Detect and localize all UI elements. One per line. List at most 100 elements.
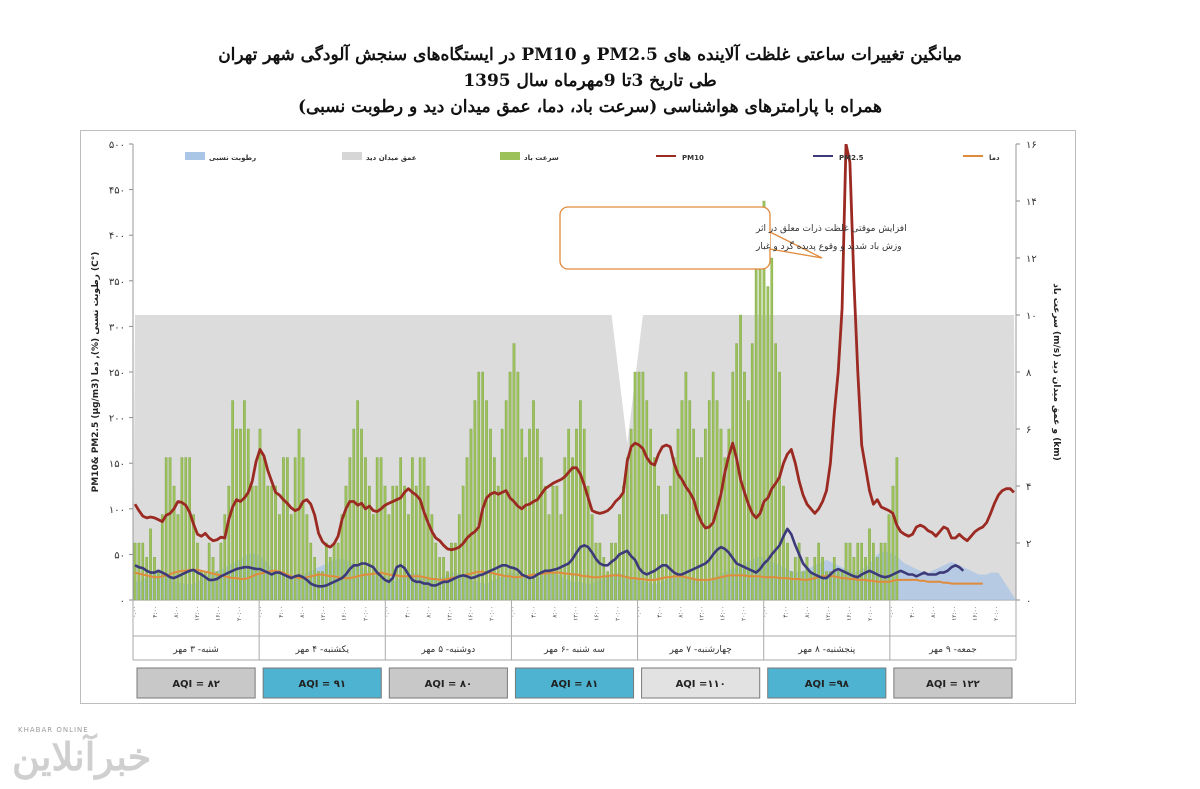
wind-speed-bar bbox=[883, 542, 887, 601]
wind-speed-bar bbox=[223, 514, 227, 601]
left-axis-tick-label: ۰ bbox=[120, 596, 125, 607]
wind-speed-bar bbox=[262, 457, 266, 601]
wind-speed-bar bbox=[375, 457, 379, 601]
wind-speed-bar bbox=[258, 428, 262, 601]
wind-speed-bar bbox=[543, 485, 547, 601]
day-label: دوشنبه- ۵ مهر bbox=[420, 645, 475, 655]
left-axis-tick-label: ۳۵۰ bbox=[109, 277, 125, 288]
hour-tick-label: ۱۲:۰۰ bbox=[320, 606, 327, 621]
wind-speed-bar bbox=[692, 428, 695, 601]
wind-speed-bar bbox=[399, 457, 402, 601]
wind-speed-bar bbox=[469, 428, 473, 601]
wind-speed-bar bbox=[387, 514, 391, 601]
hour-tick-label: ۰:۰۰ bbox=[257, 606, 264, 618]
aqi-label: AQI = ۸۰ bbox=[425, 679, 473, 690]
wind-speed-bar bbox=[219, 542, 223, 601]
aqi-box bbox=[893, 667, 1013, 699]
hour-tick-label: ۱۲:۰۰ bbox=[699, 606, 706, 621]
right-axis-tick-label: ۱۲ bbox=[1026, 254, 1037, 265]
wind-speed-bar bbox=[528, 428, 531, 601]
aqi-label: AQI = ۸۱ bbox=[551, 679, 599, 690]
wind-speed-bar bbox=[328, 557, 332, 601]
wind-speed-bar bbox=[547, 514, 551, 601]
wind-speed-bar bbox=[879, 542, 883, 601]
hour-tick-label: ۲۰:۰۰ bbox=[362, 606, 369, 621]
day-label: جمعه- ۹ مهر bbox=[928, 645, 977, 655]
wind-speed-bar bbox=[371, 514, 375, 601]
wind-speed-bar bbox=[145, 557, 148, 601]
right-axis-tick-label: ۶ bbox=[1026, 425, 1031, 436]
hour-tick-label: ۴:۰۰ bbox=[404, 606, 411, 618]
hour-tick-label: ۴:۰۰ bbox=[657, 606, 664, 618]
wind-speed-bar bbox=[192, 514, 195, 601]
wind-speed-bar bbox=[848, 542, 852, 601]
hour-tick-label: ۱۶:۰۰ bbox=[341, 606, 348, 621]
watermark-logo: KHABAR ONLINE خبرآنلاین bbox=[8, 726, 151, 782]
hour-tick-label: ۴:۰۰ bbox=[531, 606, 538, 618]
hour-tick-label: ۱۶:۰۰ bbox=[720, 606, 727, 621]
wind-speed-bar bbox=[579, 400, 582, 601]
wind-speed-bar bbox=[707, 400, 711, 601]
wind-speed-bar bbox=[770, 257, 774, 601]
wind-speed-bar bbox=[727, 428, 731, 601]
wind-speed-bar bbox=[590, 514, 594, 601]
wind-speed-bar bbox=[610, 542, 613, 601]
wind-speed-bar bbox=[434, 542, 438, 601]
aqi-label: AQI = ۸۲ bbox=[172, 679, 220, 690]
wind-speed-bar bbox=[653, 457, 656, 601]
wind-speed-bar bbox=[282, 457, 285, 601]
wind-speed-bar bbox=[239, 428, 242, 601]
annotation-text-line-1: افزایش موقتی غلظت ذرات معلق در اثر bbox=[755, 224, 907, 234]
wind-speed-bar bbox=[160, 514, 164, 601]
wind-speed-bar bbox=[875, 557, 879, 601]
wind-speed-bar bbox=[629, 428, 633, 601]
wind-speed-bar bbox=[336, 542, 340, 601]
left-axis-tick-label: ۵۰ bbox=[114, 550, 125, 561]
wind-speed-bar bbox=[352, 428, 356, 601]
wind-speed-bar bbox=[450, 542, 453, 601]
wind-speed-bar bbox=[215, 571, 219, 601]
legend-label: PM2.5 bbox=[839, 154, 864, 162]
hour-tick-label: ۲۰:۰۰ bbox=[488, 606, 495, 621]
wind-speed-bar bbox=[172, 485, 176, 601]
legend-swatch-wind bbox=[500, 152, 520, 160]
wind-speed-bar bbox=[797, 542, 801, 601]
hour-tick-label: ۲۰:۰۰ bbox=[236, 606, 243, 621]
wind-speed-bar bbox=[414, 485, 418, 601]
right-axis-tick-label: ۸ bbox=[1026, 368, 1032, 379]
wind-speed-bar bbox=[641, 371, 645, 601]
wind-speed-bar bbox=[149, 528, 152, 601]
wind-speed-bar bbox=[383, 485, 387, 601]
wind-speed-bar bbox=[719, 428, 723, 601]
aqi-box bbox=[262, 667, 382, 699]
hour-tick-label: ۰:۰۰ bbox=[383, 606, 390, 618]
hour-tick-label: ۲۰:۰۰ bbox=[867, 606, 874, 621]
wind-speed-bar bbox=[696, 457, 699, 601]
wind-speed-bar bbox=[286, 457, 289, 601]
hour-tick-label: ۱۲:۰۰ bbox=[446, 606, 453, 621]
hour-tick-label: ۱۲:۰۰ bbox=[951, 606, 958, 621]
wind-speed-bar bbox=[278, 514, 281, 601]
hour-tick-label: ۴:۰۰ bbox=[783, 606, 790, 618]
legend-label: دما bbox=[989, 154, 1000, 162]
wind-speed-bar bbox=[575, 428, 578, 601]
wind-speed-bar bbox=[313, 557, 316, 601]
wind-speed-bar bbox=[758, 229, 762, 601]
wind-speed-bar bbox=[860, 542, 863, 601]
wind-speed-bar bbox=[489, 428, 492, 601]
left-axis-tick-label: ۴۵۰ bbox=[109, 186, 125, 197]
hour-tick-label: ۴:۰۰ bbox=[909, 606, 916, 618]
chart-title-line-2: طی تاریخ 3تا 9مهرماه سال 1395 bbox=[463, 71, 717, 91]
hour-tick-label: ۸:۰۰ bbox=[930, 606, 937, 618]
wind-speed-bar bbox=[723, 457, 727, 601]
wind-speed-bar bbox=[246, 428, 250, 601]
wind-speed-bar bbox=[137, 542, 141, 601]
wind-speed-bar bbox=[657, 485, 660, 601]
aqi-label: AQI = ۱۲۲ bbox=[926, 679, 980, 690]
wind-speed-bar bbox=[504, 400, 508, 601]
aqi-label: AQI =۹۸ bbox=[805, 679, 849, 690]
wind-speed-bar bbox=[567, 428, 570, 601]
wind-speed-bar bbox=[891, 485, 895, 601]
wind-speed-bar bbox=[133, 542, 137, 601]
wind-speed-bar bbox=[598, 542, 602, 601]
